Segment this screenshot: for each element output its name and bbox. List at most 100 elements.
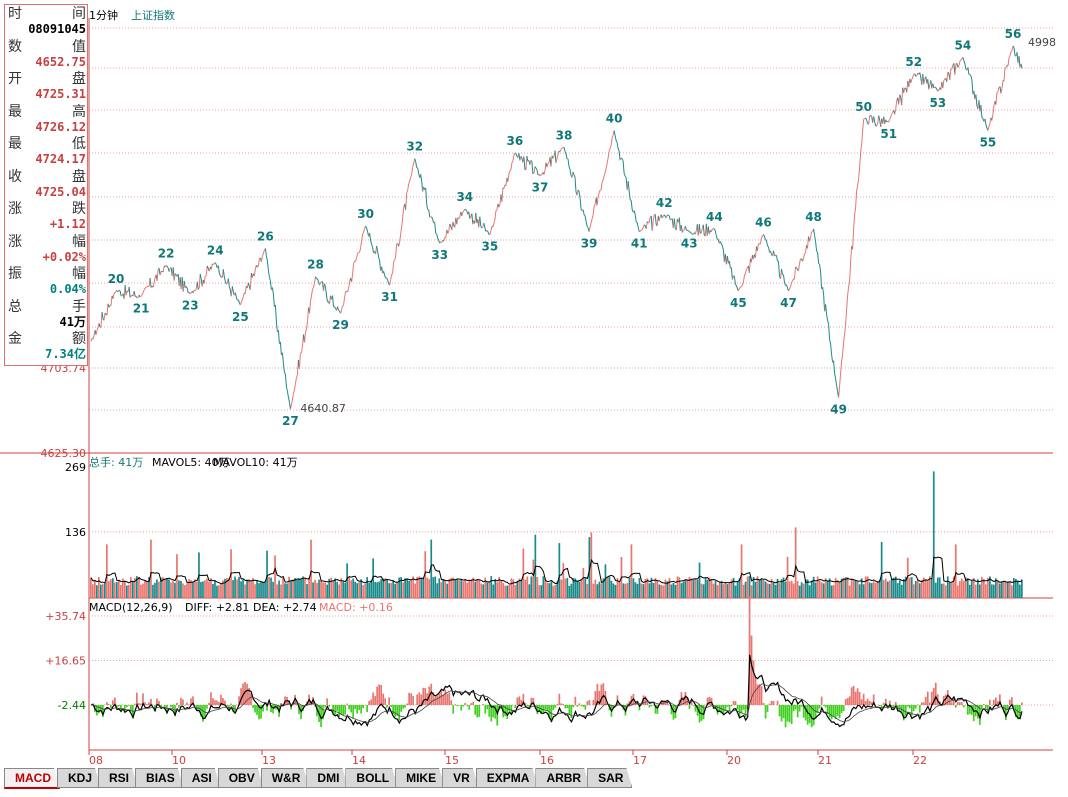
macd-histogram-bar <box>270 705 272 713</box>
volume-bar <box>234 576 236 598</box>
price-segment <box>260 256 263 262</box>
macd-histogram-bar <box>110 705 112 708</box>
price-segment <box>214 262 217 265</box>
price-segment <box>152 282 155 288</box>
price-segment <box>866 120 869 124</box>
tab-asi[interactable]: ASI <box>181 768 221 788</box>
tab-vr[interactable]: VR <box>442 768 479 788</box>
price-segment <box>187 292 190 294</box>
macd-histogram-bar <box>240 688 242 706</box>
tab-rsi[interactable]: RSI <box>98 768 138 788</box>
macd-histogram-bar <box>416 694 418 705</box>
price-segment <box>277 330 280 344</box>
tab-arbr[interactable]: ARBR <box>535 768 590 788</box>
info-row: 时间 08091045 <box>5 7 87 37</box>
price-segment <box>668 215 671 220</box>
macd-histogram-bar <box>258 705 260 720</box>
macd-histogram-bar <box>580 705 583 707</box>
price-segment <box>253 267 256 276</box>
volume-bar <box>422 578 425 598</box>
volume-bar <box>622 583 625 598</box>
low-value-annotation: 4640.87 <box>300 402 346 415</box>
macd-histogram-bar <box>220 694 222 705</box>
volume-bar <box>668 578 671 598</box>
macd-histogram-bar <box>204 705 206 718</box>
tab-mike[interactable]: MIKE <box>395 768 445 788</box>
price-segment <box>602 175 605 181</box>
tab-boll[interactable]: BOLL <box>345 768 398 788</box>
volume-bar <box>438 578 441 598</box>
tab-obv[interactable]: OBV <box>218 768 264 788</box>
price-segment <box>529 160 532 165</box>
price-segment <box>898 94 901 105</box>
macd-histogram-bar <box>194 705 196 706</box>
mavol5-line <box>90 556 1023 585</box>
price-segment <box>289 404 292 410</box>
price-segment <box>402 207 405 218</box>
price-segment <box>996 91 999 94</box>
price-segment <box>390 275 393 280</box>
price-segment <box>830 343 833 355</box>
macd-histogram-bar <box>724 705 727 712</box>
volume-bar <box>918 583 921 598</box>
price-segment <box>759 238 762 245</box>
macd-histogram-bar <box>142 693 144 705</box>
price-segment <box>646 221 649 224</box>
volume-bar <box>922 577 925 598</box>
tab-dmi[interactable]: DMI <box>306 768 348 788</box>
tab-macd[interactable]: MACD <box>4 768 60 789</box>
price-segment <box>833 360 836 374</box>
macd-histogram-bar <box>906 705 909 707</box>
macd-histogram-bar <box>766 705 769 712</box>
macd-histogram-bar <box>820 696 823 705</box>
price-segment <box>652 214 655 221</box>
price-segment <box>407 183 410 191</box>
tab-bias[interactable]: BIAS <box>135 768 184 788</box>
price-segment <box>282 363 285 373</box>
price-segment <box>198 273 201 289</box>
price-segment <box>301 345 303 353</box>
volume-bar <box>156 579 158 598</box>
volume-bar <box>1005 581 1007 598</box>
volume-bar <box>999 583 1001 598</box>
volume-bar <box>888 580 891 598</box>
price-segment <box>498 204 501 208</box>
macd-histogram-bar <box>756 684 759 706</box>
macd-histogram-bar <box>714 705 717 709</box>
macd-histogram-bar <box>296 703 298 705</box>
price-segment <box>379 260 382 271</box>
tab-wr[interactable]: W&R <box>261 768 310 788</box>
macd-histogram-bar <box>492 705 495 718</box>
macd-histogram-bar <box>394 705 396 717</box>
price-segment <box>809 237 811 242</box>
price-segment <box>125 290 128 296</box>
macd-histogram-bar <box>1005 705 1007 721</box>
macd-histogram-bar <box>472 701 475 706</box>
macd-histogram-bar <box>960 702 963 706</box>
volume-bar <box>502 583 505 598</box>
macd-histogram-bar <box>252 705 254 708</box>
volume-bar <box>180 581 182 598</box>
macd-histogram-bar <box>568 705 571 716</box>
wave-label: 31 <box>381 290 398 304</box>
price-segment <box>774 254 776 257</box>
tab-sar[interactable]: SAR <box>587 768 632 788</box>
price-segment <box>428 209 431 218</box>
wave-label: 42 <box>656 196 673 210</box>
price-segment <box>326 295 328 303</box>
volume-bar <box>718 582 721 598</box>
volume-bar <box>784 581 787 598</box>
x-tick-label: 20 <box>727 754 741 767</box>
macd-histogram-bar <box>794 705 797 710</box>
macd-histogram-bar <box>388 697 390 705</box>
tab-kdj[interactable]: KDJ <box>57 768 101 788</box>
tab-expma[interactable]: EXPMA <box>476 768 539 788</box>
price-segment <box>415 161 418 168</box>
macd-histogram-bar <box>518 696 521 705</box>
volume-bar <box>136 576 138 598</box>
price-segment <box>847 286 850 296</box>
macd-histogram-bar <box>134 703 136 705</box>
price-segment <box>862 119 865 131</box>
volume-bar <box>486 582 489 598</box>
volume-bar <box>100 584 102 598</box>
